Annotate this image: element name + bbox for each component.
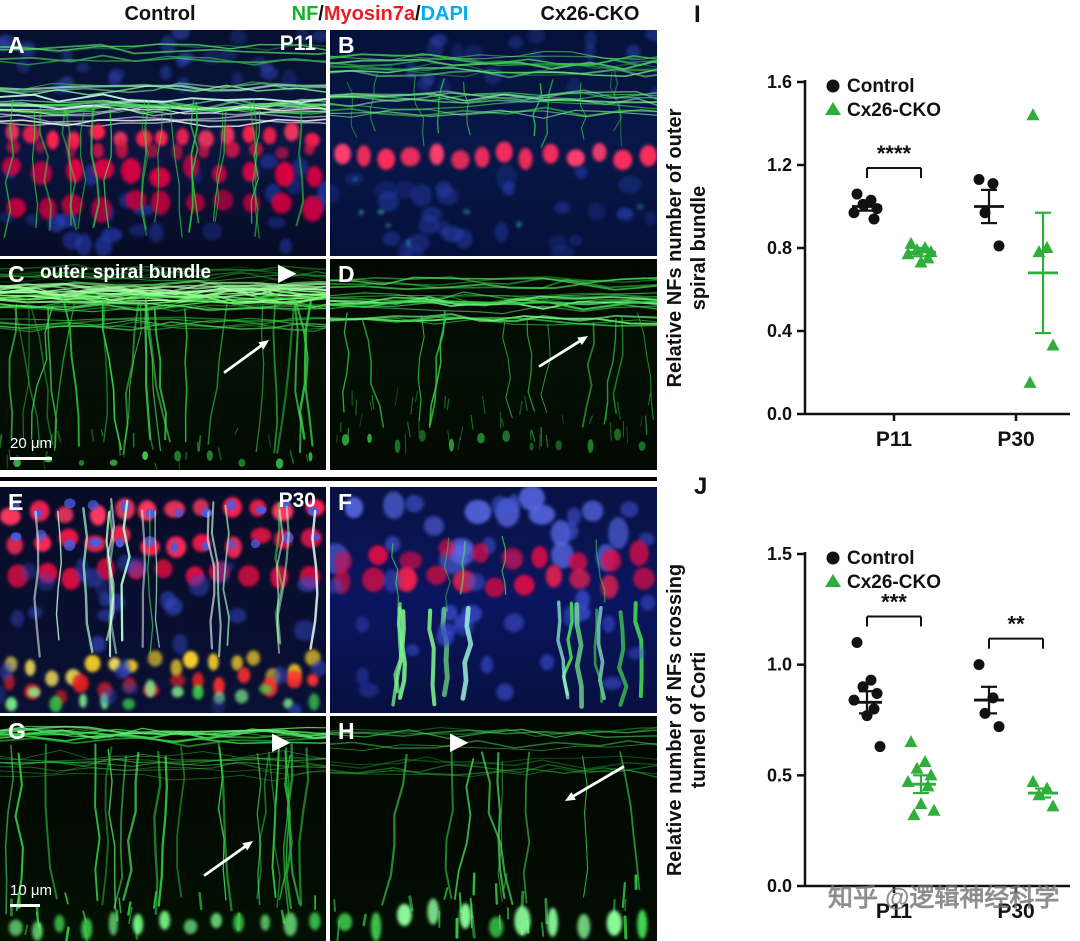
panel-letter: F	[338, 489, 353, 515]
svg-text:0.8: 0.8	[767, 238, 792, 258]
panel-letter: C	[8, 261, 25, 287]
stain-myosin-label: Myosin7a	[323, 2, 416, 25]
micro-panel-b: B	[330, 30, 657, 256]
svg-text:P11: P11	[876, 428, 913, 451]
svg-text:P11: P11	[876, 900, 913, 923]
outer-spiral-bundle-annotation: outer spiral bundle	[40, 262, 212, 283]
arrowhead-icon: ▶	[278, 259, 297, 286]
arrow-icon	[223, 340, 269, 374]
svg-text:Relative number of NFs crossin: Relative number of NFs crossing	[664, 564, 686, 876]
micro-panel-c: C outer spiral bundle ▶ 20 μm	[0, 259, 326, 470]
svg-text:0.4: 0.4	[767, 321, 792, 341]
chart-panel-j: 0.0 0.5 1.0 1.5 P11 P30 Relative number of NFs…	[655, 484, 1080, 941]
microscopy-image-f	[330, 487, 657, 713]
stain-nf-label: NF	[291, 2, 319, 25]
header-cko-label: Cx26-CKO	[540, 2, 640, 25]
svg-text:Cx26-CKO: Cx26-CKO	[847, 572, 941, 593]
svg-text:***: ***	[881, 590, 907, 615]
panel-letter: D	[338, 261, 355, 287]
row-divider	[0, 477, 657, 481]
svg-text:Control: Control	[847, 548, 915, 569]
panel-letter: A	[8, 32, 25, 58]
svg-text:spiral bundle: spiral bundle	[688, 186, 710, 310]
stain-separator: /	[318, 2, 324, 25]
scalebar-label: 20 μm	[10, 435, 52, 452]
svg-text:1.2: 1.2	[767, 155, 792, 175]
svg-text:1.5: 1.5	[767, 544, 792, 564]
svg-text:Relative NFs number of outer: Relative NFs number of outer	[664, 108, 686, 387]
svg-text:**: **	[1007, 612, 1025, 637]
scalebar	[10, 457, 52, 460]
svg-text:****: ****	[877, 141, 912, 166]
svg-text:0.0: 0.0	[767, 876, 792, 896]
panel-letter-j: J	[694, 473, 708, 500]
arrow-icon	[565, 765, 625, 801]
microscopy-image-h	[330, 716, 657, 941]
svg-text:0.5: 0.5	[767, 765, 792, 785]
svg-text:1.0: 1.0	[767, 655, 792, 675]
microscopy-image-e	[0, 487, 326, 713]
scalebar	[10, 904, 40, 907]
svg-text:0.0: 0.0	[767, 404, 792, 424]
arrow-icon	[203, 841, 253, 877]
stain-separator: /	[415, 2, 421, 25]
microscopy-image-b	[330, 30, 657, 256]
svg-text:tunnel of Corti: tunnel of Corti	[688, 652, 710, 789]
age-badge-p30: P30	[278, 489, 316, 512]
watermark: 知乎 @逻辑神经科学	[828, 884, 1060, 912]
arrow-icon	[538, 336, 588, 368]
microscopy-image-a	[0, 30, 326, 256]
microscopy-image-c	[0, 259, 326, 470]
micro-panel-f: F	[330, 487, 657, 713]
panel-letter-i: I	[694, 1, 701, 28]
age-badge-p11: P11	[279, 32, 316, 55]
micro-panel-d: D	[330, 259, 657, 470]
stain-dapi-label: DAPI	[420, 2, 469, 25]
chart-panel-i: 0.0 0.4 0.8 1.2 1.6 P11 P30 Relative NFs number…	[655, 12, 1080, 472]
panel-letter: E	[8, 489, 24, 515]
micro-panel-g: G ▶ 10 μm	[0, 716, 326, 941]
micro-panel-e: E P30	[0, 487, 326, 713]
svg-text:1.6: 1.6	[767, 72, 792, 92]
svg-text:Control: Control	[847, 76, 915, 97]
svg-text:P30: P30	[997, 900, 1034, 923]
header-control-label: Control	[124, 2, 196, 25]
svg-text:P30: P30	[997, 428, 1034, 451]
panel-letter: B	[338, 32, 355, 58]
header-stain-labels: NF / Myosin7a / DAPI	[225, 1, 535, 27]
micro-panel-h: H ▶	[330, 716, 657, 941]
scalebar-label: 10 μm	[10, 882, 52, 899]
microscopy-image-g	[0, 716, 326, 941]
arrowhead-icon: ▶	[272, 728, 291, 755]
panel-letter: G	[8, 718, 26, 744]
microscopy-image-d	[330, 259, 657, 470]
micro-panel-a: A P11	[0, 30, 326, 256]
panel-letter: H	[338, 718, 355, 744]
arrowhead-icon: ▶	[450, 728, 469, 755]
svg-text:Cx26-CKO: Cx26-CKO	[847, 100, 941, 121]
